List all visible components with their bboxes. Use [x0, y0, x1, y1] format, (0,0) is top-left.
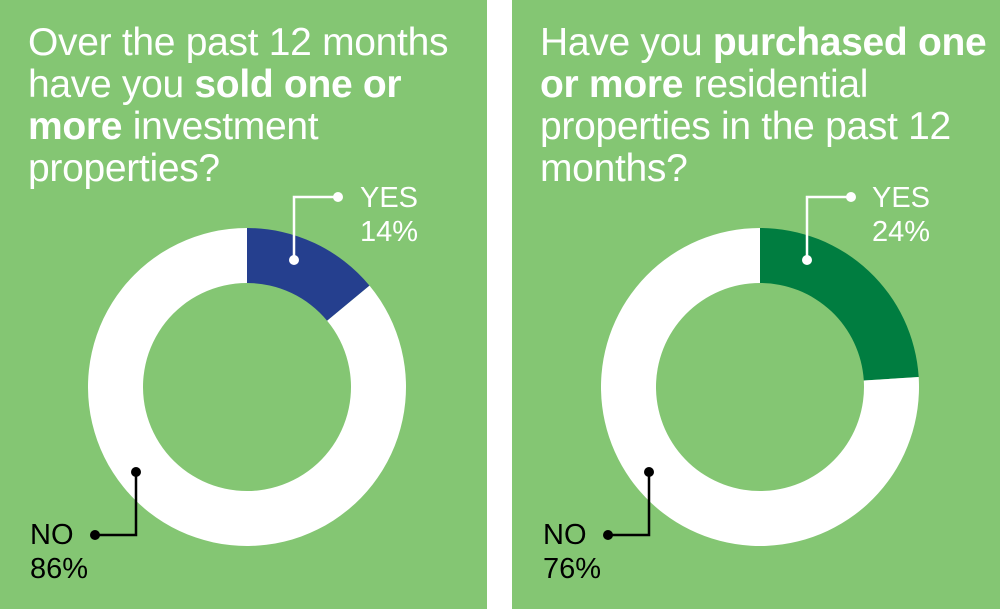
leader-dot: [802, 255, 812, 265]
chart-title: Over the past 12 months have you sold on…: [28, 22, 488, 190]
title-part: Have you: [540, 21, 713, 64]
donut-slice-no: [600, 228, 919, 546]
leader-dot: [846, 192, 856, 202]
slice-label: NO: [30, 519, 74, 551]
label-no: NO 76%: [543, 518, 601, 586]
title-part-bold: purchased one or more: [540, 21, 987, 106]
leader-dot: [90, 530, 100, 540]
chart-title: Have you purchased one or more residenti…: [540, 22, 1000, 190]
leader-dot: [333, 192, 343, 202]
slice-label: NO: [543, 519, 587, 551]
slice-value: 14%: [360, 216, 419, 248]
slice-value: 86%: [30, 553, 89, 585]
title-part: investment properties?: [28, 105, 319, 190]
leader-dot: [289, 255, 299, 265]
slice-label: YES: [360, 182, 419, 214]
slice-value: 76%: [543, 553, 602, 585]
title-part: residential properties in the past 12 mo…: [540, 63, 951, 190]
leader-dot: [644, 467, 654, 477]
title-part: Over the past 12 months have you: [28, 21, 449, 106]
slice-value: 24%: [872, 216, 931, 248]
leader-line-yes: [805, 195, 851, 260]
leader-dot: [603, 530, 613, 540]
slice-label: YES: [872, 182, 931, 214]
title-part-bold: sold one or more: [28, 63, 402, 148]
leader-dot: [131, 467, 141, 477]
label-yes: YES 14%: [360, 181, 418, 249]
leader-line-no: [608, 472, 651, 537]
label-no: NO 86%: [30, 518, 88, 586]
donut-slice-yes: [247, 228, 370, 321]
label-yes: YES 24%: [872, 181, 930, 249]
leader-line-yes: [292, 195, 338, 260]
donut-slice-yes: [760, 228, 919, 381]
leader-line-no: [95, 472, 138, 537]
donut-slice-no: [87, 228, 407, 546]
